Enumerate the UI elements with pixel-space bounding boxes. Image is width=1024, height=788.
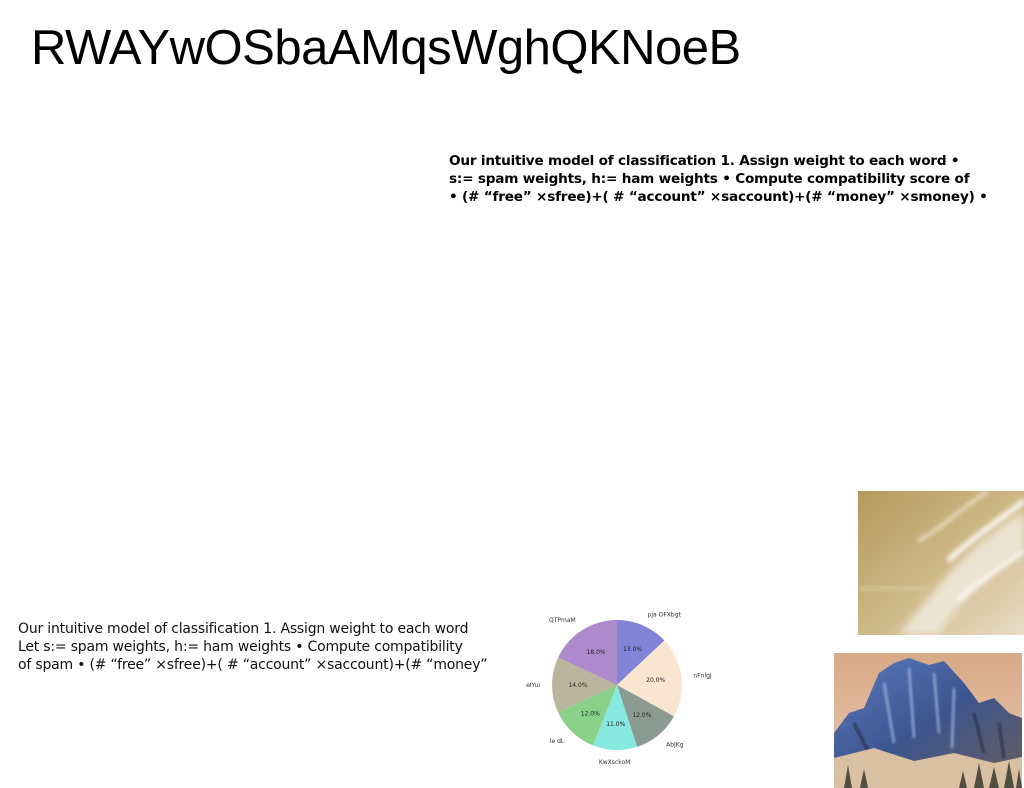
light-text-line: Our intuitive model of classification 1.… bbox=[18, 621, 469, 637]
pie-percent-label: 13.0% bbox=[623, 646, 642, 653]
pie-slice bbox=[558, 620, 617, 685]
light-text-block: Our intuitive model of classification 1.… bbox=[18, 620, 498, 674]
pie-slice bbox=[617, 640, 682, 717]
pie-category-label: pja OFXbgt bbox=[648, 611, 682, 618]
sky-clouds-photo bbox=[858, 491, 1024, 635]
pie-category-label: AbJKg bbox=[666, 741, 684, 748]
pie-category-label: QTPmaM bbox=[549, 617, 576, 624]
pie-category-label: nFnlgJ bbox=[693, 672, 712, 679]
pie-percent-label: 11.0% bbox=[606, 721, 625, 728]
pie-slice bbox=[552, 657, 617, 713]
pie-percent-label: 20.0% bbox=[646, 677, 665, 684]
pie-slice bbox=[593, 685, 638, 750]
light-text-line: Let s:= spam weights, h:= ham weights • … bbox=[18, 639, 463, 655]
bold-text-block: Our intuitive model of classification 1.… bbox=[449, 152, 1024, 206]
pie-slice bbox=[617, 685, 674, 747]
pie-category-label: le dL bbox=[550, 738, 565, 745]
bold-text-line: • (# “free” ×sfree)+( # “account” ×sacco… bbox=[449, 189, 988, 205]
pie-category-label: KwXsckoM bbox=[599, 759, 631, 766]
pie-percent-label: 18.0% bbox=[587, 649, 606, 656]
rocky-mountain-photo bbox=[834, 653, 1022, 788]
bold-text-line: Our intuitive model of classification 1.… bbox=[449, 153, 960, 169]
pie-slice bbox=[617, 620, 665, 685]
slide-title: RWAYwOSbaAMqsWghQKNoeB bbox=[31, 21, 741, 75]
pie-percent-label: 12.0% bbox=[581, 710, 600, 717]
pie-chart-svg: 13.0% pja OFXbgt 20.0% nFnlgJ 12.0% AbJKg 11.0… bbox=[526, 611, 712, 766]
bold-text-line: s:= spam weights, h:= ham weights • Comp… bbox=[449, 171, 970, 187]
light-text-line: of spam • (# “free” ×sfree)+( # “account… bbox=[18, 657, 488, 673]
pie-category-label: eIYui bbox=[526, 682, 540, 689]
pie-slice bbox=[558, 685, 617, 746]
pie-chart: 13.0% pja OFXbgt 20.0% nFnlgJ 12.0% AbJKg 11.0… bbox=[520, 600, 720, 775]
pie-percent-label: 14.0% bbox=[568, 682, 587, 689]
pie-percent-label: 12.0% bbox=[632, 712, 651, 719]
